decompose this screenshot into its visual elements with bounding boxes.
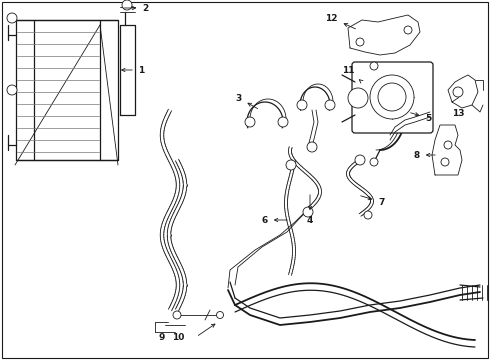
Text: 7: 7 (361, 196, 384, 207)
Circle shape (364, 211, 372, 219)
Text: 3: 3 (236, 94, 258, 109)
Circle shape (7, 85, 17, 95)
Circle shape (7, 13, 17, 23)
Circle shape (356, 38, 364, 46)
Circle shape (307, 142, 317, 152)
Circle shape (355, 155, 365, 165)
Circle shape (441, 158, 449, 166)
Circle shape (278, 117, 288, 127)
Circle shape (378, 83, 406, 111)
Circle shape (303, 207, 313, 217)
Circle shape (122, 0, 132, 10)
Circle shape (444, 141, 452, 149)
Text: 2: 2 (124, 4, 148, 13)
Text: 4: 4 (307, 195, 313, 225)
Circle shape (404, 26, 412, 34)
Circle shape (286, 160, 296, 170)
Circle shape (297, 100, 307, 110)
Text: 6: 6 (262, 216, 287, 225)
Circle shape (370, 62, 378, 70)
Circle shape (217, 311, 223, 319)
Text: 9: 9 (158, 333, 164, 342)
Text: 10: 10 (172, 333, 184, 342)
Circle shape (370, 158, 378, 166)
FancyBboxPatch shape (352, 62, 433, 133)
Circle shape (348, 88, 368, 108)
Text: 8: 8 (414, 150, 435, 159)
Circle shape (325, 100, 335, 110)
Circle shape (370, 75, 414, 119)
Text: 11: 11 (342, 66, 363, 83)
Text: 1: 1 (138, 66, 144, 75)
Circle shape (245, 117, 255, 127)
Text: 13: 13 (452, 109, 464, 118)
Circle shape (453, 87, 463, 97)
Circle shape (173, 311, 181, 319)
Text: 5: 5 (411, 113, 431, 122)
Text: 12: 12 (325, 14, 355, 29)
